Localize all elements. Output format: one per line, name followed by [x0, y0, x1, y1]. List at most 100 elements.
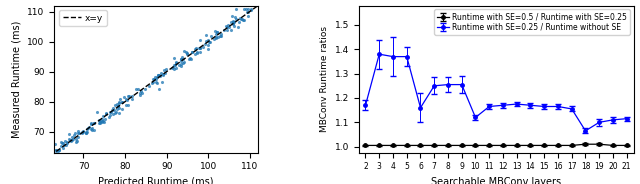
Point: [111, 111, 122, 114]
Point: [110, 111, 120, 114]
Point: [194, 47, 204, 50]
Point: [243, 14, 253, 17]
Point: [97, 121, 107, 123]
Point: [211, 36, 221, 39]
Point: [198, 45, 209, 48]
Point: [231, 7, 241, 10]
Point: [172, 61, 182, 64]
Point: [101, 112, 111, 115]
Point: [177, 56, 187, 59]
Point: [228, 24, 239, 27]
Point: [170, 67, 180, 70]
Point: [228, 20, 239, 23]
Point: [88, 129, 99, 132]
Point: [214, 34, 225, 37]
Y-axis label: MBConv Runtime ratios: MBConv Runtime ratios: [320, 26, 329, 132]
Point: [123, 94, 133, 97]
Point: [81, 128, 92, 130]
Point: [120, 97, 131, 100]
Point: [204, 47, 214, 50]
Point: [148, 80, 158, 83]
Point: [243, 7, 253, 10]
Point: [64, 137, 74, 140]
Point: [203, 43, 213, 46]
Point: [134, 93, 145, 96]
Point: [51, 151, 61, 154]
Point: [152, 76, 162, 79]
Point: [186, 58, 196, 61]
Point: [71, 140, 81, 143]
Point: [109, 109, 120, 112]
Point: [223, 23, 234, 26]
Point: [230, 18, 241, 21]
Point: [167, 67, 177, 70]
Point: [188, 51, 198, 54]
Point: [227, 21, 237, 24]
Point: [230, 15, 241, 18]
Point: [112, 107, 122, 110]
Point: [148, 78, 159, 81]
Point: [97, 114, 108, 117]
Point: [212, 31, 222, 33]
Point: [150, 76, 160, 79]
Point: [58, 143, 68, 146]
Point: [205, 40, 215, 43]
Point: [241, 8, 252, 11]
Point: [204, 40, 214, 43]
Point: [201, 40, 211, 43]
Point: [107, 109, 117, 112]
Point: [56, 141, 66, 144]
Point: [56, 144, 67, 147]
Point: [62, 141, 72, 144]
Point: [86, 129, 97, 132]
Point: [211, 33, 221, 36]
Point: [84, 125, 94, 128]
Point: [222, 25, 232, 28]
Point: [108, 112, 118, 115]
Point: [211, 35, 221, 38]
Legend: Runtime with SE=0.5 / Runtime with SE=0.25, Runtime with SE=0.25 / Runtime witho: Runtime with SE=0.5 / Runtime with SE=0.…: [435, 9, 630, 35]
Point: [74, 132, 84, 135]
Point: [154, 88, 164, 91]
Point: [51, 143, 61, 146]
Point: [64, 133, 74, 136]
Point: [77, 131, 87, 134]
Point: [81, 132, 91, 135]
Point: [67, 138, 77, 141]
Point: [187, 51, 197, 54]
Point: [99, 121, 109, 123]
Point: [225, 26, 235, 29]
Point: [176, 65, 186, 68]
Point: [160, 72, 170, 75]
Point: [157, 72, 168, 75]
Point: [72, 140, 82, 143]
Point: [203, 38, 213, 41]
Point: [51, 148, 61, 151]
Point: [182, 52, 192, 55]
Point: [121, 104, 131, 107]
Point: [228, 20, 238, 23]
Point: [86, 128, 96, 131]
Point: [171, 60, 181, 63]
Point: [83, 126, 93, 129]
Point: [73, 131, 83, 134]
Point: [62, 142, 72, 145]
Point: [92, 111, 102, 114]
Point: [105, 111, 115, 114]
Point: [156, 72, 166, 75]
X-axis label: Predicted Runtime (ms): Predicted Runtime (ms): [99, 177, 214, 184]
Point: [106, 111, 116, 114]
Point: [216, 32, 226, 35]
Point: [89, 122, 99, 125]
Point: [127, 97, 137, 100]
Point: [195, 51, 205, 54]
Point: [140, 87, 150, 90]
Point: [113, 105, 124, 108]
Point: [168, 65, 178, 68]
Point: [113, 104, 123, 107]
Point: [151, 80, 161, 83]
Point: [153, 74, 163, 77]
Point: [210, 30, 220, 33]
Point: [68, 138, 78, 141]
Point: [116, 100, 127, 103]
